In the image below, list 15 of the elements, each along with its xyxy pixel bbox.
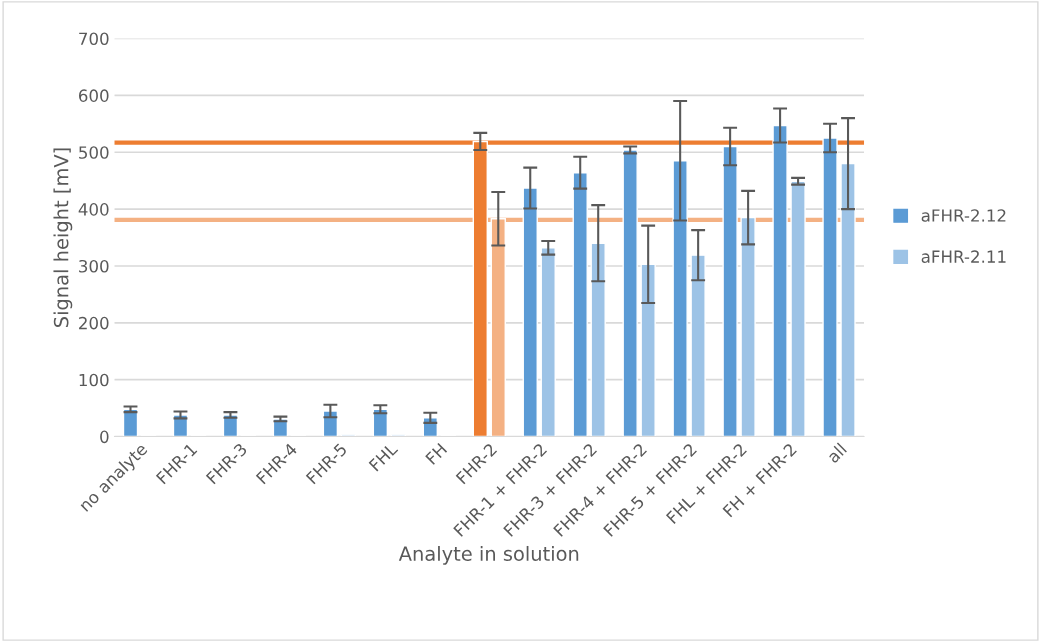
y-tick-label: 400 — [78, 203, 109, 216]
y-tick-label: 200 — [79, 316, 109, 330]
x-tick-label: FH — [425, 442, 448, 465]
y-tick-label: 500 — [79, 146, 109, 159]
legend-label: aFHR-2.12 — [921, 209, 1006, 222]
x-tick-label: all — [825, 442, 848, 464]
y-tick-label: 0 — [100, 430, 109, 444]
y-tick-label: 600 — [79, 89, 109, 102]
x-axis-title: Analyte in solution — [398, 545, 579, 565]
y-tick-label: 100 — [79, 373, 109, 387]
y-axis-title: Signal height [mV] — [53, 148, 73, 327]
legend-label: aFHR-2.11 — [921, 250, 1006, 263]
y-tick-label: 300 — [79, 259, 109, 273]
x-tick-label: FHL — [368, 441, 399, 472]
y-tick-label: 700 — [79, 32, 109, 46]
